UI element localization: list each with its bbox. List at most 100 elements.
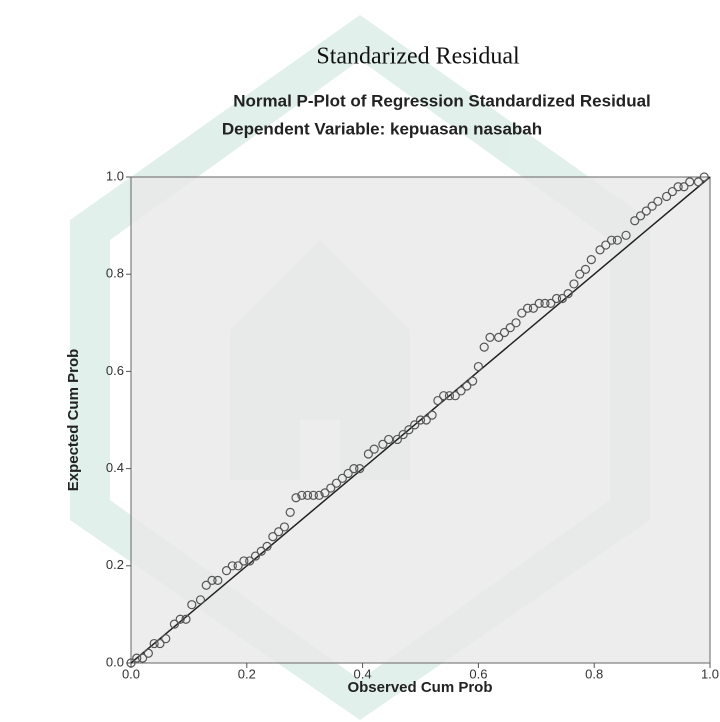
point (647, 201, 657, 211)
point (181, 614, 191, 624)
point (505, 323, 515, 333)
point (250, 551, 261, 561)
point (239, 556, 249, 566)
point (187, 600, 197, 610)
point (468, 376, 478, 386)
point (641, 206, 651, 216)
point (653, 196, 663, 206)
point (673, 182, 683, 192)
x-axis-label: Observed Cum Prob (347, 679, 492, 696)
point (563, 289, 573, 299)
point (155, 638, 165, 649)
point (314, 490, 324, 500)
point (279, 522, 290, 532)
y-axis-label: Expected Cum Prob (65, 349, 82, 492)
chart-subtitle: Dependent Variable: kepuasan nasabah (222, 119, 542, 138)
point (586, 255, 596, 265)
point (415, 415, 426, 425)
point (213, 575, 223, 585)
point (274, 527, 284, 537)
chart-title: Normal P-Plot of Regression Standardized… (233, 91, 651, 110)
y-tick-label: 0.8 (106, 266, 124, 281)
point (161, 634, 171, 644)
point (494, 332, 504, 342)
point (221, 566, 232, 576)
x-tick-label: 0.6 (469, 666, 487, 681)
point (207, 575, 217, 585)
point (534, 298, 544, 308)
point (557, 293, 567, 304)
point (126, 658, 136, 668)
point (291, 493, 301, 503)
point (667, 186, 677, 197)
point (285, 507, 295, 517)
point (326, 483, 336, 493)
y-tick-label: 0.2 (106, 557, 124, 572)
point (551, 293, 562, 304)
point (679, 182, 689, 192)
y-tick-label: 0.0 (106, 654, 124, 669)
point (369, 444, 379, 454)
point (233, 561, 243, 571)
point (149, 638, 159, 649)
point (427, 410, 437, 420)
y-tick-label: 0.6 (106, 363, 124, 378)
point (595, 245, 605, 255)
x-tick-label: 1.0 (701, 666, 719, 681)
point (621, 230, 631, 240)
point (601, 240, 611, 250)
point (580, 264, 591, 274)
point (227, 561, 237, 571)
point (635, 211, 646, 221)
point (540, 298, 550, 308)
point (302, 490, 313, 500)
point (384, 434, 394, 445)
point (517, 308, 527, 318)
point (450, 391, 460, 401)
point (606, 235, 617, 245)
point (308, 490, 318, 500)
point (433, 395, 443, 406)
point (630, 216, 640, 226)
point (612, 235, 622, 245)
point (378, 439, 388, 449)
point (528, 303, 539, 313)
x-tick-label: 0.0 (122, 666, 140, 681)
point (439, 391, 449, 401)
point (331, 478, 342, 488)
point (337, 473, 347, 483)
point (485, 332, 495, 342)
point (473, 361, 483, 372)
point (699, 172, 709, 182)
x-tick-label: 0.2 (238, 666, 256, 681)
point (499, 327, 510, 338)
point (523, 303, 533, 313)
point (392, 434, 402, 445)
point (404, 425, 414, 435)
point (143, 648, 153, 658)
point (169, 619, 180, 629)
point (349, 464, 359, 474)
point (201, 580, 211, 590)
point (410, 420, 420, 430)
point (546, 298, 556, 308)
point (355, 464, 365, 474)
point (175, 614, 185, 624)
point (262, 541, 272, 551)
point (256, 546, 266, 556)
y-tick-label: 0.4 (106, 460, 124, 475)
point (343, 468, 353, 479)
point (195, 595, 206, 605)
point (398, 429, 408, 440)
page-heading: Standarized Residual (316, 44, 520, 70)
point (320, 488, 330, 498)
point (137, 653, 148, 663)
point (685, 177, 695, 187)
point (444, 391, 455, 401)
point (693, 177, 704, 187)
point (479, 342, 489, 352)
point (575, 269, 585, 279)
x-tick-label: 0.8 (585, 666, 603, 681)
point (268, 532, 278, 542)
